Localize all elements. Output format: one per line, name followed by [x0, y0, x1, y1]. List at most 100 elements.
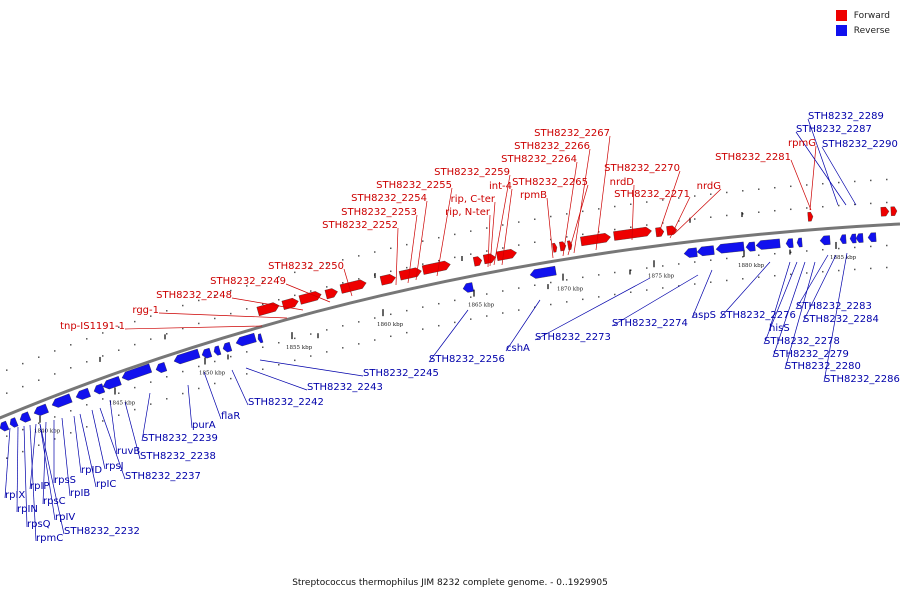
forward-gene-label: rip, N-ter [445, 207, 491, 218]
reverse-gene-label: rpmC [36, 533, 63, 544]
forward-gene-label: rpmB [520, 190, 547, 201]
forward-gene[interactable] [379, 273, 397, 286]
label-leader [546, 197, 554, 259]
reverse-gene[interactable] [745, 241, 756, 252]
reverse-gene[interactable] [715, 241, 745, 254]
reverse-gene[interactable] [32, 403, 49, 418]
forward-gene-label: STH8232_2249 [210, 276, 286, 287]
forward-gene[interactable] [398, 267, 422, 281]
forward-gene[interactable] [890, 206, 898, 216]
forward-gene[interactable] [339, 279, 367, 294]
label-leader [109, 399, 118, 455]
forward-gene[interactable] [421, 260, 451, 275]
reverse-gene[interactable] [755, 238, 781, 250]
reverse-gene[interactable] [462, 282, 474, 293]
reverse-gene-label: STH8232_2286 [824, 374, 900, 385]
label-leader [124, 325, 263, 330]
forward-gene[interactable] [256, 301, 281, 317]
reverse-gene[interactable] [839, 234, 847, 244]
label-leader [231, 297, 304, 311]
forward-gene-label: STH8232_2270 [604, 163, 680, 174]
forward-gene-label: STH8232_2281 [715, 152, 791, 163]
reverse-gene-label: rpsS [54, 475, 76, 486]
reverse-gene-label: STH8232_2280 [785, 361, 861, 372]
label-leader [567, 184, 589, 256]
label-leader [573, 148, 591, 254]
label-leader [79, 413, 97, 488]
reverse-gene[interactable] [683, 247, 698, 258]
reverse-gene[interactable] [849, 233, 857, 244]
scale-tick-label: 1870 kbp [557, 287, 584, 293]
reverse-gene-label: STH8232_2276 [720, 310, 796, 321]
label-leader [823, 252, 848, 383]
label-leader [436, 187, 453, 277]
label-leader [669, 196, 691, 239]
label-leader [61, 417, 71, 497]
forward-gene[interactable] [807, 211, 814, 222]
reverse-gene-label: STH8232_2279 [773, 349, 849, 360]
reverse-gene[interactable] [222, 341, 233, 353]
reverse-gene-label: STH8232_2290 [822, 139, 898, 150]
reverse-gene-label: cshA [506, 343, 530, 354]
reverse-gene-label: aspS [692, 310, 716, 321]
forward-gene[interactable] [655, 227, 665, 238]
label-leader [259, 359, 364, 377]
reverse-gene[interactable] [529, 265, 557, 279]
reverse-gene[interactable] [74, 387, 91, 401]
reverse-gene[interactable] [867, 232, 877, 243]
forward-gene[interactable] [580, 232, 611, 247]
label-leader [768, 261, 791, 332]
reverse-gene-label: STH8232_2289 [808, 111, 884, 122]
reverse-gene[interactable] [101, 376, 122, 391]
scale-tick-label: 1850 kbp [199, 371, 226, 377]
reverse-gene[interactable] [819, 235, 831, 246]
forward-gene-label: rpmG [788, 138, 816, 149]
reverse-gene[interactable] [213, 345, 222, 356]
forward-gene-label: STH8232_2254 [351, 193, 427, 204]
reverse-gene[interactable] [0, 420, 10, 432]
label-leader [802, 254, 837, 323]
forward-gene[interactable] [552, 242, 558, 253]
forward-gene[interactable] [298, 290, 323, 305]
forward-gene[interactable] [472, 256, 483, 267]
reverse-gene[interactable] [50, 393, 73, 410]
reverse-gene-label: STH8232_2238 [140, 451, 216, 462]
forward-swatch [835, 10, 847, 21]
forward-gene[interactable] [482, 253, 497, 265]
reverse-gene[interactable] [785, 238, 794, 249]
reverse-gene[interactable] [696, 245, 715, 257]
reverse-gene-label: STH8232_2274 [612, 318, 688, 329]
reverse-gene[interactable] [235, 332, 257, 347]
label-leader [501, 188, 513, 266]
forward-gene[interactable] [613, 226, 652, 241]
reverse-gene-label: STH8232_2243 [307, 382, 383, 393]
reverse-gene-label: STH8232_2232 [64, 526, 140, 537]
reverse-gene[interactable] [257, 333, 264, 344]
forward-gene-label: STH8232_2252 [322, 220, 398, 231]
forward-gene[interactable] [559, 241, 567, 252]
forward-gene-label: nrdG [697, 181, 721, 192]
reverse-gene[interactable] [92, 383, 106, 396]
reverse-gene-label: rpIX [5, 490, 25, 501]
label-leader [158, 312, 288, 319]
reverse-gene[interactable] [201, 347, 213, 359]
reverse-gene[interactable] [155, 362, 168, 374]
forward-gene[interactable] [880, 206, 890, 217]
reverse-gene[interactable] [855, 233, 864, 243]
label-leader [428, 309, 469, 363]
reverse-gene[interactable] [121, 363, 153, 382]
label-leader [595, 135, 611, 251]
forward-gene-label: STH8232_2253 [341, 207, 417, 218]
forward-gene[interactable] [567, 240, 573, 251]
reverse-gene[interactable] [796, 237, 803, 248]
reverse-gene[interactable] [8, 417, 19, 429]
forward-gene[interactable] [496, 248, 517, 261]
forward-gene[interactable] [666, 225, 678, 236]
reverse-gene[interactable] [173, 348, 201, 366]
label-leaders [4, 118, 857, 542]
forward-gene-label: STH8232_2250 [268, 261, 344, 272]
forward-gene-label: STH8232_2248 [156, 290, 232, 301]
reverse-gene[interactable] [18, 411, 32, 424]
label-leader [719, 261, 771, 319]
forward-gene[interactable] [324, 287, 339, 300]
